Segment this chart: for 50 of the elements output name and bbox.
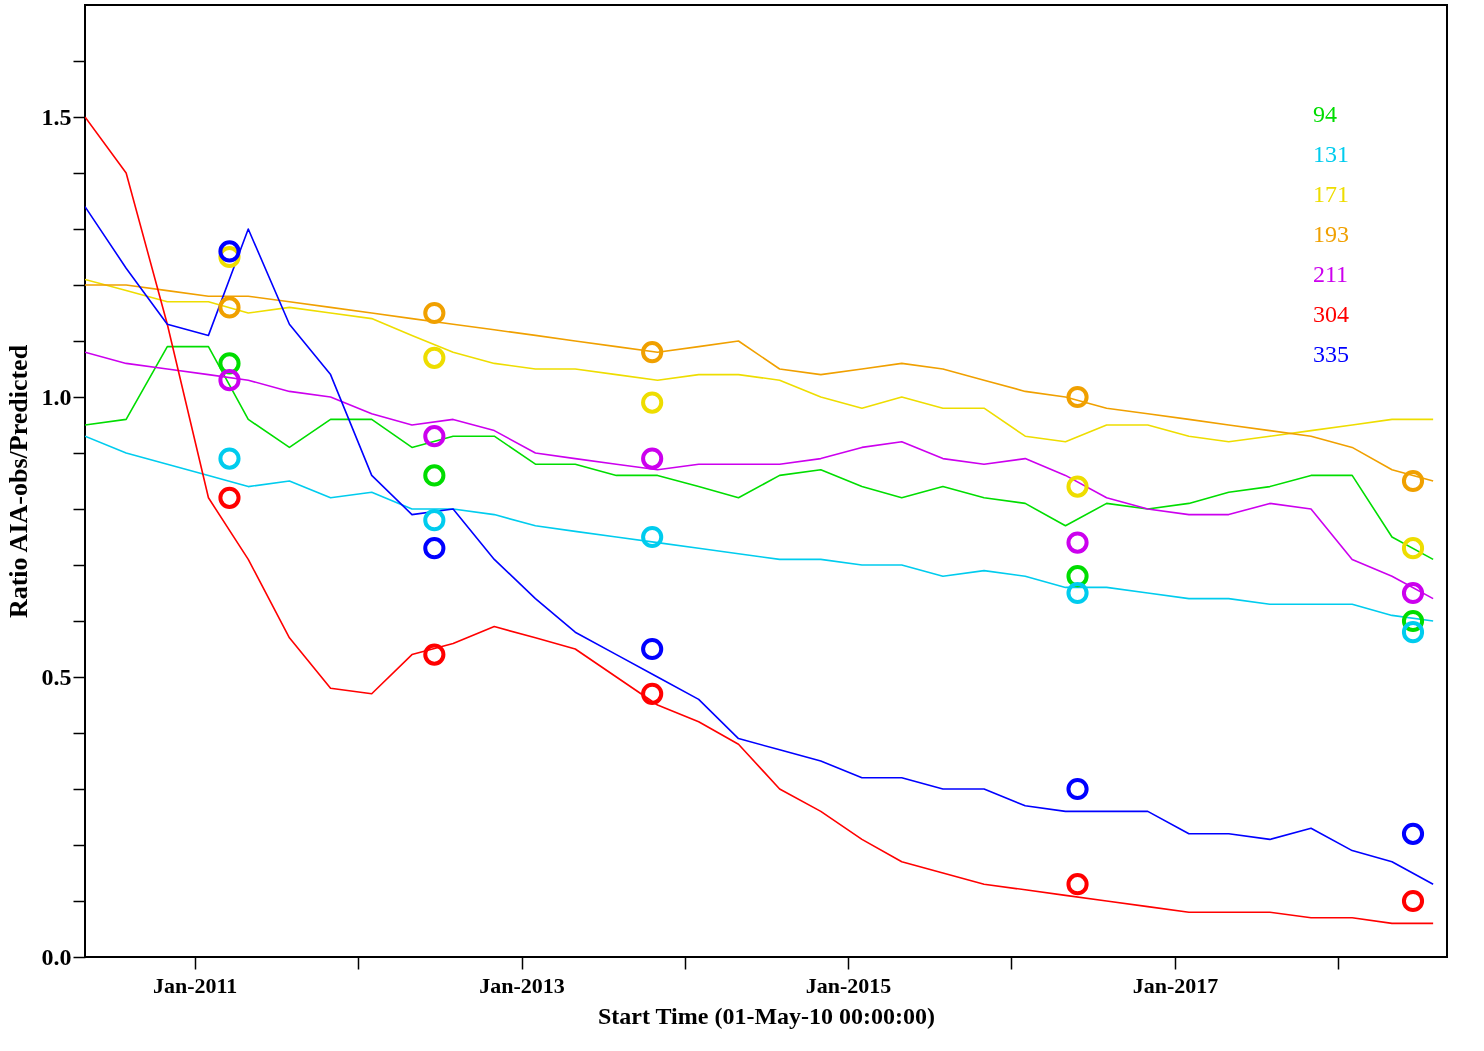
- point: [1401, 537, 1425, 560]
- point: [641, 341, 664, 364]
- point: [423, 346, 446, 369]
- point: [641, 525, 664, 549]
- text: 131: [1313, 141, 1349, 167]
- point: [218, 296, 241, 319]
- point: [423, 537, 446, 560]
- y-tick-label: 1.5: [41, 103, 72, 130]
- point: [641, 682, 664, 705]
- point: [1401, 581, 1425, 605]
- text: 211: [1313, 261, 1349, 287]
- point: [218, 240, 241, 263]
- point: [1401, 621, 1425, 644]
- x-tick-label: Jan-2015: [805, 972, 892, 998]
- text: 193: [1313, 221, 1349, 247]
- y-axis-title: Ratio AIA-obs/Predicted: [3, 344, 33, 619]
- x-tick-label: Jan-2011: [152, 972, 238, 998]
- point: [1401, 822, 1425, 845]
- line-series: [85, 205, 1434, 885]
- point: [641, 391, 664, 414]
- text: 304: [1313, 301, 1349, 327]
- point: [423, 425, 446, 448]
- y-tick-label: 0.5: [41, 663, 72, 690]
- point: [218, 486, 241, 509]
- y-tick-label: 0.0: [41, 943, 72, 970]
- point: [641, 637, 664, 661]
- point: [423, 301, 446, 325]
- point: [218, 447, 241, 470]
- point: [1066, 531, 1089, 554]
- line-series: [85, 435, 1434, 622]
- point: [641, 447, 664, 470]
- point: [218, 369, 241, 392]
- point: [423, 464, 446, 487]
- text: 335: [1313, 341, 1349, 367]
- x-tick-label: Jan-2013: [479, 972, 565, 998]
- point: [1066, 777, 1089, 801]
- line-series: [85, 345, 1434, 561]
- point: [1066, 581, 1089, 605]
- point: [1401, 889, 1425, 913]
- point: [1066, 475, 1089, 498]
- point: [423, 509, 446, 532]
- point: [1066, 385, 1089, 409]
- text: 171: [1313, 181, 1349, 207]
- point: [1401, 469, 1425, 493]
- x-axis-title: Start Time (01-May-10 00:00:00): [597, 1002, 936, 1029]
- x-tick-label: Jan-2017: [1132, 972, 1219, 998]
- y-tick-label: 1.0: [41, 383, 72, 410]
- text: 94: [1313, 101, 1337, 127]
- point: [423, 643, 446, 666]
- point: [1066, 873, 1089, 896]
